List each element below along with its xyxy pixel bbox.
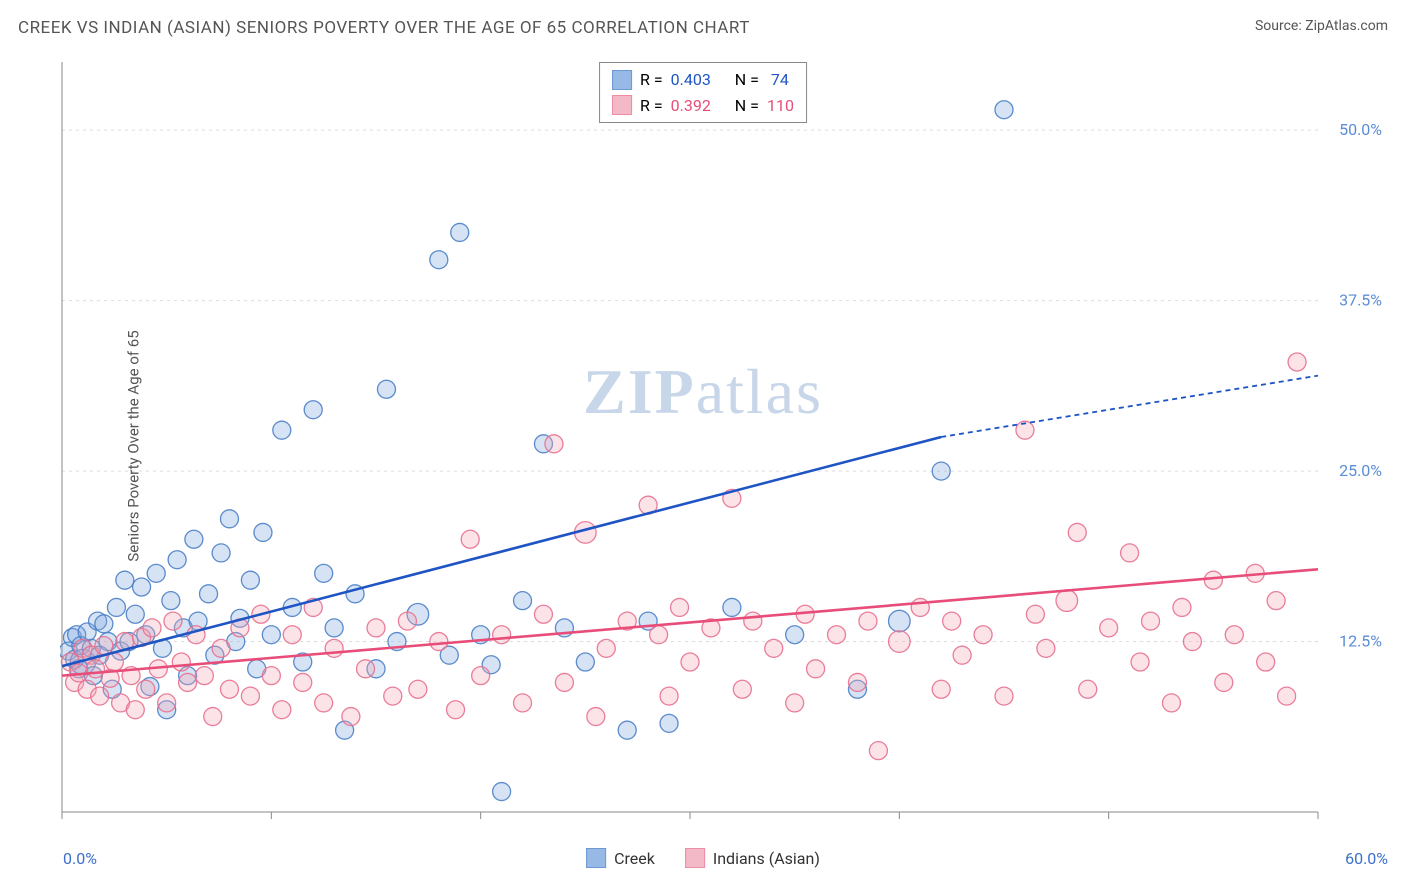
n-value-creek: 74 (767, 67, 789, 93)
r-label: R = (640, 67, 663, 93)
correlation-legend: R = 0.403 N = 74 R = 0.392 N = 110 (599, 62, 807, 123)
legend-item-creek: Creek (586, 848, 655, 868)
x-axis-max-label: 60.0% (1345, 849, 1388, 868)
n-label: N = (735, 67, 759, 93)
svg-text:12.5%: 12.5% (1339, 632, 1382, 651)
correlation-row-creek: R = 0.403 N = 74 (612, 67, 794, 93)
correlation-row-indians: R = 0.392 N = 110 (612, 93, 794, 119)
swatch-creek (612, 70, 632, 90)
svg-text:37.5%: 37.5% (1339, 291, 1382, 310)
scatter-plot: 12.5% 25.0% 37.5% 50.0% (60, 60, 1388, 832)
n-label: N = (735, 93, 759, 119)
svg-text:25.0%: 25.0% (1339, 461, 1382, 480)
swatch-indians (612, 95, 632, 115)
legend-label-creek: Creek (614, 849, 655, 868)
r-value-creek: 0.403 (671, 67, 711, 93)
r-value-indians: 0.392 (671, 93, 711, 119)
legend-item-indians: Indians (Asian) (685, 848, 820, 868)
chart-title: CREEK VS INDIAN (ASIAN) SENIORS POVERTY … (18, 18, 750, 38)
series-legend: Creek Indians (Asian) (586, 848, 820, 868)
n-value-indians: 110 (767, 93, 794, 119)
swatch-indians (685, 848, 705, 868)
legend-label-indians: Indians (Asian) (713, 849, 820, 868)
swatch-creek (586, 848, 606, 868)
chart-area: 12.5% 25.0% 37.5% 50.0% (60, 60, 1388, 832)
x-axis-min-label: 0.0% (63, 849, 97, 868)
r-label: R = (640, 93, 663, 119)
svg-text:50.0%: 50.0% (1339, 120, 1382, 139)
source-attribution: Source: ZipAtlas.com (1255, 18, 1388, 34)
